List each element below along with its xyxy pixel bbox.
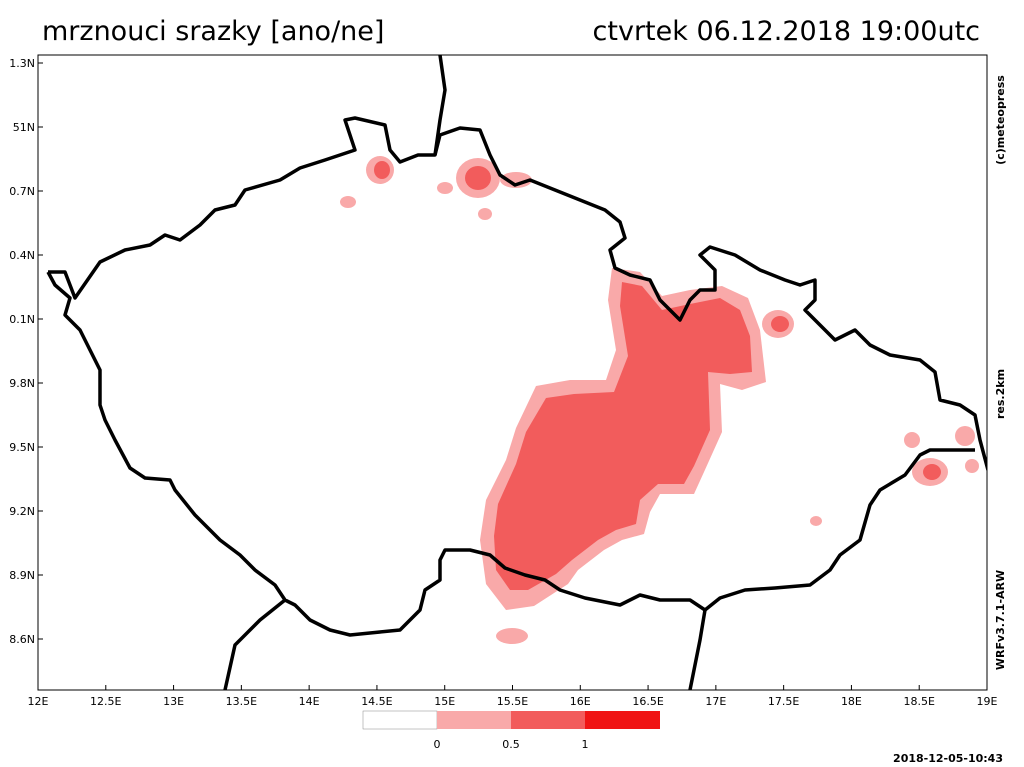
lon-label: 17E [705, 695, 726, 708]
lon-label: 13E [163, 695, 184, 708]
lon-label: 17.5E [768, 695, 799, 708]
precip-area [340, 156, 979, 644]
lon-label: 16.5E [632, 695, 663, 708]
lon-label: 16E [570, 695, 591, 708]
credit: (c)meteopress [994, 75, 1007, 165]
lon-label: 14E [299, 695, 320, 708]
lon-label: 12.5E [90, 695, 121, 708]
lat-label: 9.2N [9, 505, 35, 518]
valid-time: ctvrtek 06.12.2018 19:00utc [593, 16, 980, 47]
colorbar-box [362, 710, 438, 730]
lon-label: 15E [434, 695, 455, 708]
lat-label: 8.6N [9, 633, 35, 646]
colorbar-label: 1 [582, 738, 589, 751]
borders [46, 55, 987, 690]
colorbar [362, 710, 660, 730]
colorbar-box [511, 711, 585, 729]
lat-label: 9.5N [9, 441, 35, 454]
lon-label: 14.5E [361, 695, 392, 708]
lon-label: 15.5E [497, 695, 528, 708]
lat-label: 51N [13, 121, 35, 134]
colorbar-box [585, 711, 660, 729]
lat-label: 0.1N [9, 313, 35, 326]
lat-label: 8.9N [9, 569, 35, 582]
colorbar-label: 0.5 [502, 738, 520, 751]
lon-label: 13.5E [226, 695, 257, 708]
lat-label: 0.7N [9, 185, 35, 198]
lon-label: 18E [841, 695, 862, 708]
model: WRFv3.7.1-ARW [994, 570, 1007, 670]
lon-label: 18.5E [903, 695, 934, 708]
lon-label: 19E [977, 695, 998, 708]
resolution: res.2km [994, 369, 1007, 419]
title: mrznouci srazky [ano/ne] [42, 16, 384, 47]
colorbar-box [437, 711, 511, 729]
run-time: 2018-12-05-10:43 [893, 752, 1003, 765]
colorbar-label: 0 [434, 738, 441, 751]
lon-label: 12E [28, 695, 49, 708]
lat-label: 9.8N [9, 377, 35, 390]
lat-label: 1.3N [9, 57, 35, 70]
map-layer [46, 55, 987, 690]
lat-label: 0.4N [9, 249, 35, 262]
